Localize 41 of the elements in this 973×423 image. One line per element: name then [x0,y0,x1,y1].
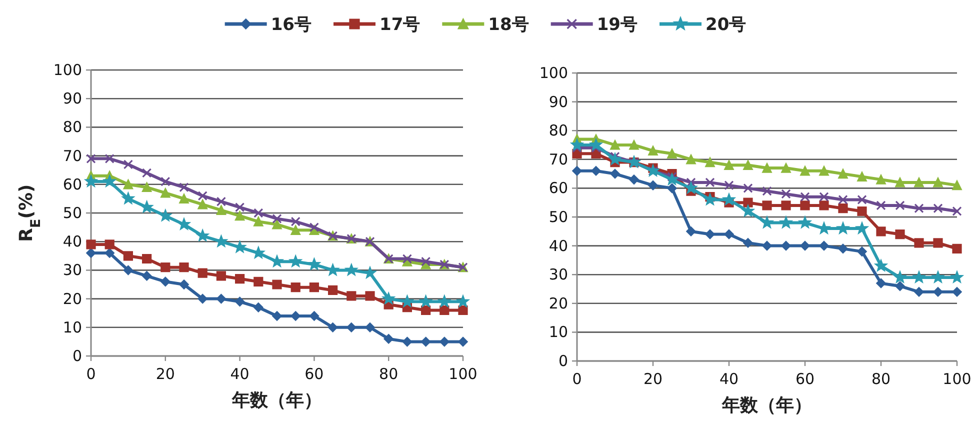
y-tick-label: 0 [72,347,82,365]
legend-label: 18号 [488,15,529,35]
legend-label: 16号 [270,15,312,35]
y-tick-label: 40 [62,232,82,251]
x-axis-title: 年数（年） [721,395,812,416]
x-tick-label: 60 [304,365,324,383]
x-tick-label: 80 [871,370,891,388]
x-tick-label: 80 [379,365,398,383]
y-tick-label: 60 [548,179,568,198]
y-tick-label: 10 [548,323,568,342]
y-tick-label: 50 [548,208,568,226]
y-tick-label: 60 [62,175,82,194]
legend-label: 20号 [706,15,746,35]
legend-label: 17号 [379,15,420,35]
y-tick-label: 70 [62,146,82,165]
y-tick-label: 80 [548,122,568,140]
x-tick-label: 20 [156,365,175,383]
x-tick-label: 20 [643,370,663,388]
y-tick-label: 70 [548,150,568,168]
y-tick-label: 30 [62,261,82,280]
x-tick-label: 60 [795,370,815,388]
y-tick-label: 20 [62,290,82,308]
y-tick-label: 0 [558,352,568,370]
x-tick-label: 0 [572,370,582,388]
x-tick-label: 0 [86,365,96,383]
x-tick-label: 100 [448,365,478,383]
y-tick-label: 100 [53,61,82,79]
y-tick-label: 100 [539,64,568,82]
y-tick-label: 80 [62,118,82,136]
y-tick-label: 40 [548,236,568,255]
x-tick-label: 40 [719,370,739,388]
x-tick-label: 40 [230,365,250,383]
y-tick-label: 90 [548,92,568,111]
y-tick-label: 10 [62,318,82,336]
y-tick-label: 50 [62,204,82,222]
x-tick-label: 100 [942,370,972,388]
y-tick-label: 20 [548,294,568,312]
y-tick-label: 30 [548,266,568,284]
legend-label: 19号 [596,15,638,35]
x-axis-title: 年数（年） [231,390,322,411]
y-tick-label: 90 [62,90,82,108]
